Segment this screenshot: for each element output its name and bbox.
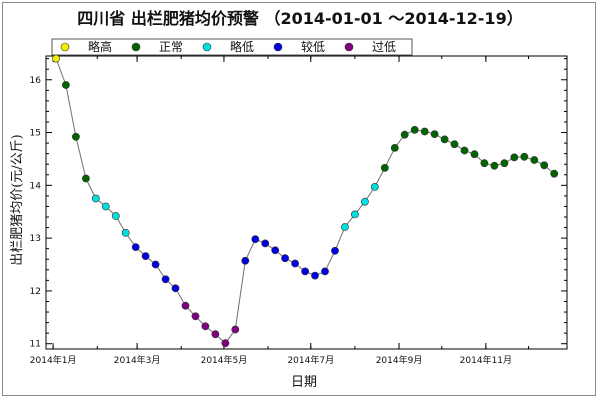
data-point — [430, 130, 439, 138]
data-point — [271, 246, 280, 255]
data-point — [121, 228, 130, 237]
data-point — [340, 223, 349, 231]
data-point — [390, 143, 399, 152]
legend-marker — [344, 42, 354, 52]
legend-label: 正常 — [159, 40, 183, 54]
y-axis: 11 12 13 14 15 16 — [30, 58, 567, 350]
y-axis-title: 出栏肥猪均价(元/公斤) — [10, 134, 25, 266]
x-tick-label: 2014年5月 — [201, 354, 248, 366]
data-point — [72, 132, 80, 141]
data-point — [82, 174, 90, 183]
legend-label: 略低 — [230, 39, 254, 54]
data-point — [52, 54, 60, 63]
y-tick-label: 14 — [30, 181, 42, 191]
data-point — [131, 243, 140, 251]
y-tick-label: 12 — [30, 287, 41, 297]
x-tick-label: 2014年9月 — [376, 354, 423, 366]
data-point — [410, 125, 419, 134]
y-tick-label: 11 — [30, 340, 41, 350]
data-point — [221, 339, 230, 348]
data-point — [331, 246, 339, 255]
data-point — [500, 159, 509, 168]
data-point — [251, 235, 260, 244]
data-point — [420, 127, 429, 136]
legend-marker — [273, 42, 283, 52]
y-tick-label: 16 — [30, 76, 42, 86]
legend-box — [51, 38, 413, 56]
data-point — [460, 146, 469, 155]
data-point — [111, 212, 120, 220]
chart-title: 四川省 出栏肥猪均价预警 （2014-01-01 ～2014-12-19） — [77, 9, 522, 28]
data-point — [301, 267, 309, 276]
data-point — [440, 135, 449, 144]
data-point — [470, 150, 479, 159]
data-point — [151, 260, 160, 269]
x-tick-label: 2014年11月 — [460, 354, 512, 366]
price-line — [55, 58, 555, 344]
data-point — [241, 256, 250, 265]
data-point — [141, 252, 150, 260]
data-point — [311, 271, 319, 280]
data-point — [201, 322, 210, 331]
data-point — [161, 275, 170, 284]
data-point — [91, 194, 100, 203]
data-point — [530, 156, 539, 164]
x-axis-title: 日期 — [291, 375, 317, 390]
data-point — [62, 81, 70, 89]
x-tick-label: 2014年3月 — [114, 354, 161, 366]
legend-marker — [60, 42, 70, 52]
legend: 略高 正常 略低 较低 过低 — [51, 38, 413, 56]
data-point — [181, 301, 190, 310]
price-series — [52, 54, 559, 348]
data-point — [520, 152, 529, 161]
data-point — [231, 325, 240, 334]
data-point — [480, 159, 489, 168]
data-point — [281, 254, 289, 263]
data-point — [350, 210, 359, 219]
data-point — [490, 161, 499, 170]
data-point — [211, 330, 220, 339]
x-axis: 2014年1月 2014年3月 2014年5月 2014年7月 2014年9月 2014年… — [30, 56, 530, 366]
legend-label: 过低 — [372, 40, 396, 54]
data-point — [550, 169, 559, 178]
chart-frame — [2, 2, 596, 396]
y-tick-label: 15 — [30, 129, 41, 139]
data-point — [261, 239, 270, 248]
data-point — [370, 182, 379, 191]
data-point — [101, 202, 110, 211]
data-point — [321, 267, 329, 276]
data-point — [510, 153, 519, 162]
plot-area — [45, 55, 568, 350]
data-point — [400, 130, 409, 139]
legend-marker — [131, 42, 141, 52]
x-tick-label: 2014年7月 — [287, 354, 334, 366]
y-tick-label: 13 — [30, 234, 41, 244]
data-point — [291, 259, 299, 268]
data-point — [380, 163, 389, 172]
data-point — [191, 312, 200, 321]
legend-label: 略高 — [88, 39, 112, 54]
data-point — [360, 197, 369, 206]
data-point — [171, 284, 180, 293]
legend-label: 较低 — [301, 39, 325, 54]
data-point — [450, 140, 459, 149]
data-point — [540, 161, 549, 170]
legend-marker — [202, 42, 212, 52]
x-tick-label: 2014年1月 — [30, 354, 77, 366]
